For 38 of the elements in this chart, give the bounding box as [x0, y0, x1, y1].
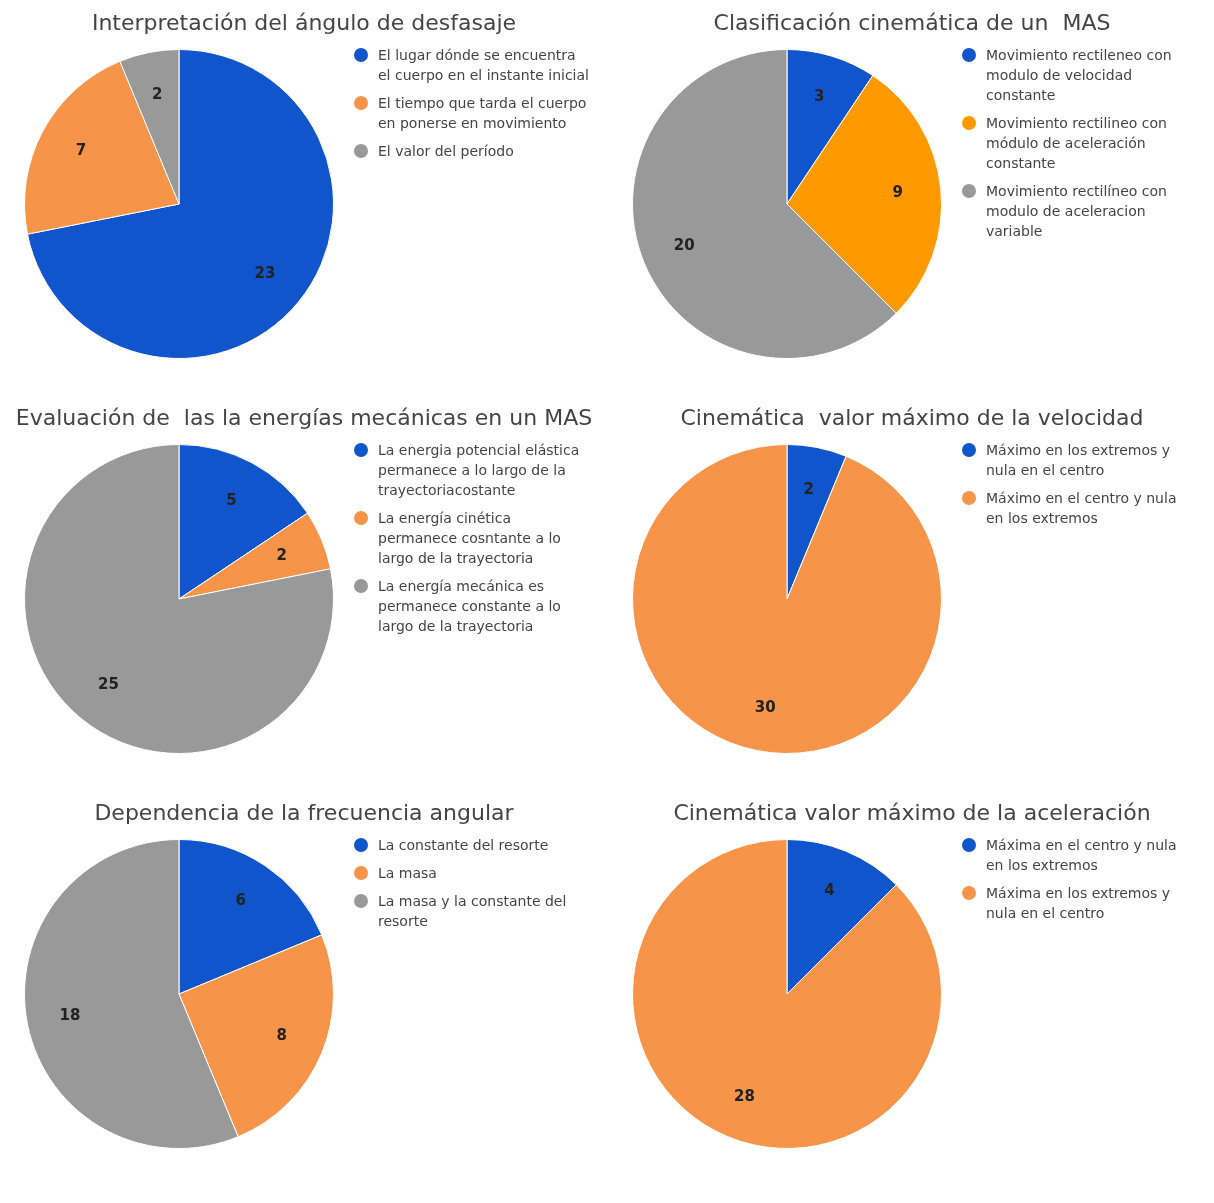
- chart-title: Interpretación del ángulo de desfasaje: [90, 10, 518, 35]
- legend-label: Movimiento rectilíneo con modulo de aceleracion variable: [986, 182, 1168, 241]
- chart-title: Clasificación cinemática de un MAS: [712, 10, 1112, 35]
- data-label: 7: [75, 141, 87, 160]
- legend-label: Máxima en el centro y nula en los extremos: [986, 836, 1178, 875]
- legend-label: Movimiento rectilineo con módulo de aceleración constante: [986, 114, 1168, 173]
- legend-label: La energía mecánica es permanece constante a lo largo de la trayectoria: [378, 577, 562, 636]
- data-label: 28: [733, 1086, 755, 1105]
- legend-label: La constante del resorte: [378, 836, 549, 855]
- data-label: 9: [892, 182, 903, 201]
- data-label: 8: [276, 1026, 287, 1045]
- legend-label: Movimiento rectileneo con modulo de velocidad constante: [986, 46, 1173, 105]
- legend-label: Máximo en el centro y nula en los extremos: [986, 489, 1178, 528]
- chart-title: Cinemática valor máximo de la velocidad: [679, 405, 1145, 430]
- data-label: 20: [673, 236, 695, 255]
- chart-title: Cinemática valor máximo de la aceleración: [672, 800, 1152, 825]
- chart-title: Evaluación de las la energías mecánicas en un MAS: [14, 405, 594, 430]
- data-label: 5: [226, 490, 237, 509]
- legend-label: La masa: [378, 864, 437, 883]
- data-label: 6: [235, 891, 247, 910]
- data-label: 4: [824, 881, 835, 900]
- data-label: 30: [754, 697, 776, 716]
- data-label: 18: [59, 1005, 81, 1024]
- chart-title: Dependencia de la frecuencia angular: [93, 800, 515, 825]
- legend-label: La energía cinética permanece cosntante a lo largo de la trayectoria: [378, 509, 562, 568]
- legend-label: Máxima en los extremos y nula en el centro: [986, 884, 1172, 923]
- data-label: 3: [814, 87, 825, 106]
- legend-label: La energia potencial elástica permanece a lo largo de la trayectoriacostante: [378, 441, 581, 500]
- data-label: 2: [276, 546, 287, 565]
- legend-label: La masa y la constante del resorte: [378, 892, 568, 931]
- legend-label: Máximo en los extremos y nula en el centro: [986, 441, 1172, 480]
- data-label: 25: [97, 674, 119, 693]
- legend-label: El valor del período: [378, 142, 514, 161]
- data-label: 23: [254, 264, 276, 283]
- data-label: 2: [152, 84, 163, 103]
- legend-label: El tiempo que tarda el cuerpo en ponerse en movimiento: [378, 94, 588, 133]
- legend-label: El lugar dónde se encuentra el cuerpo en el instante inicial: [378, 46, 589, 85]
- data-label: 2: [803, 479, 814, 498]
